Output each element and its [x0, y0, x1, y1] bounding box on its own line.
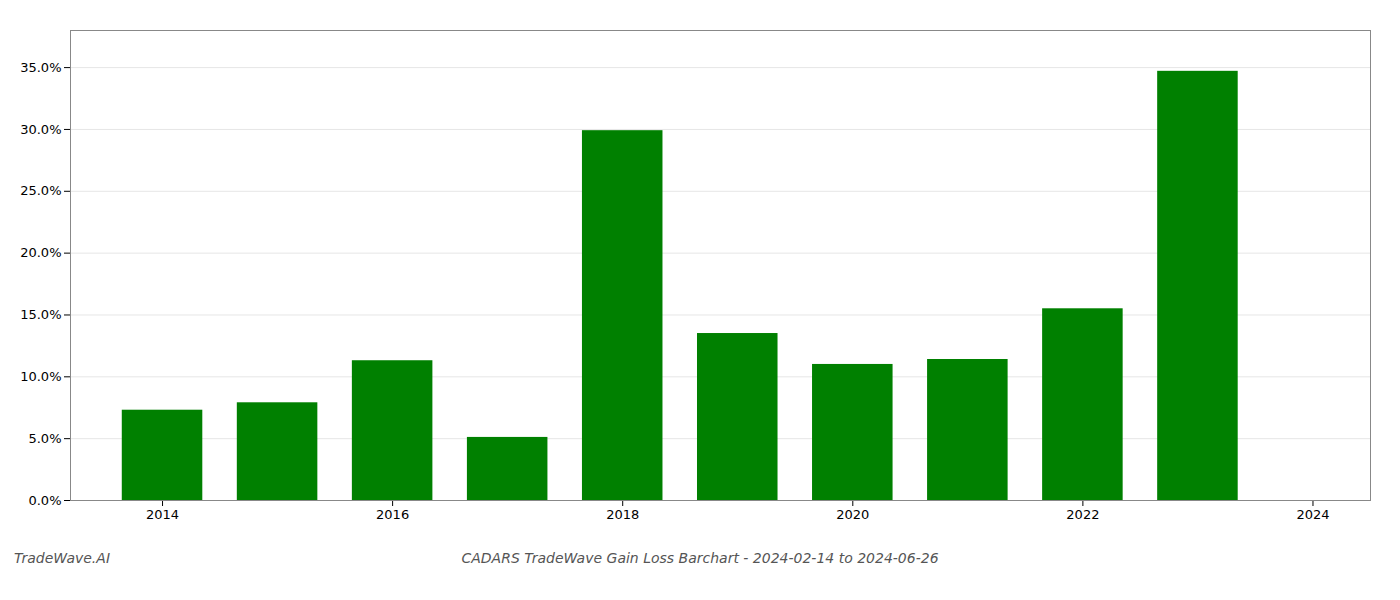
svg-text:20.0%: 20.0%	[20, 245, 61, 260]
html-text:TradeWave.AI: TradeWave.AI	[14, 550, 110, 566]
svg-text:5.0%: 5.0%	[28, 431, 61, 446]
svg-text:35.0%: 35.0%	[20, 60, 61, 75]
svg-text:2016: 2016	[376, 507, 409, 522]
svg-text:25.0%: 25.0%	[20, 183, 61, 198]
svg-text:2024: 2024	[1296, 507, 1329, 522]
svg-text:30.0%: 30.0%	[20, 122, 61, 137]
svg-text:2020: 2020	[836, 507, 869, 522]
svg-text:2014: 2014	[146, 507, 179, 522]
svg-text:2018: 2018	[606, 507, 639, 522]
svg-text:15.0%: 15.0%	[20, 307, 61, 322]
svg-text:2022: 2022	[1066, 507, 1099, 522]
svg-text:10.0%: 10.0%	[20, 369, 61, 384]
html-text:CADARS TradeWave Gain Loss Bar: CADARS TradeWave Gain Loss Barchart - 20…	[461, 550, 939, 566]
svg-text:0.0%: 0.0%	[28, 493, 61, 508]
